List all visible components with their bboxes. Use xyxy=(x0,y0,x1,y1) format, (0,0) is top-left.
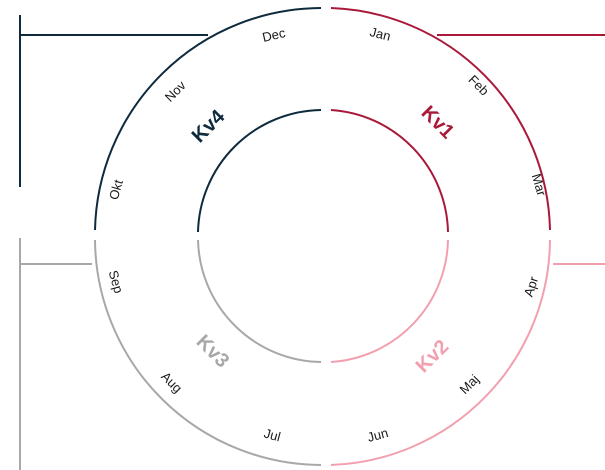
month-label-sep: Sep xyxy=(106,269,127,295)
outer-arc-kv2 xyxy=(330,239,551,466)
month-label-jul: Jul xyxy=(262,426,282,445)
month-label-dec: Dec xyxy=(261,25,287,45)
inner-arc-kv1 xyxy=(330,109,449,233)
month-label-aug: Aug xyxy=(158,369,185,396)
quarter-label-kv4: Kv4 xyxy=(188,105,230,147)
month-label-nov: Nov xyxy=(162,77,189,104)
month-label-apr: Apr xyxy=(521,274,542,299)
month-label-jan: Jan xyxy=(368,24,392,44)
month-label-mar: Mar xyxy=(529,172,550,198)
inner-arc-kv4 xyxy=(197,109,322,233)
month-label-feb: Feb xyxy=(466,72,492,98)
month-label-maj: Maj xyxy=(457,371,482,396)
outer-arc-kv3 xyxy=(94,239,322,466)
outer-arc-kv1 xyxy=(330,7,551,231)
month-label-jun: Jun xyxy=(366,425,390,445)
quarter-label-kv1: Kv1 xyxy=(417,102,459,144)
inner-arc-kv3 xyxy=(197,239,322,363)
outer-arc-kv4 xyxy=(94,7,322,231)
inner-arc-kv2 xyxy=(330,239,449,363)
quarter-label-kv2: Kv2 xyxy=(412,336,454,378)
month-label-okt: Okt xyxy=(106,178,126,202)
quarter-label-kv3: Kv3 xyxy=(192,331,234,373)
